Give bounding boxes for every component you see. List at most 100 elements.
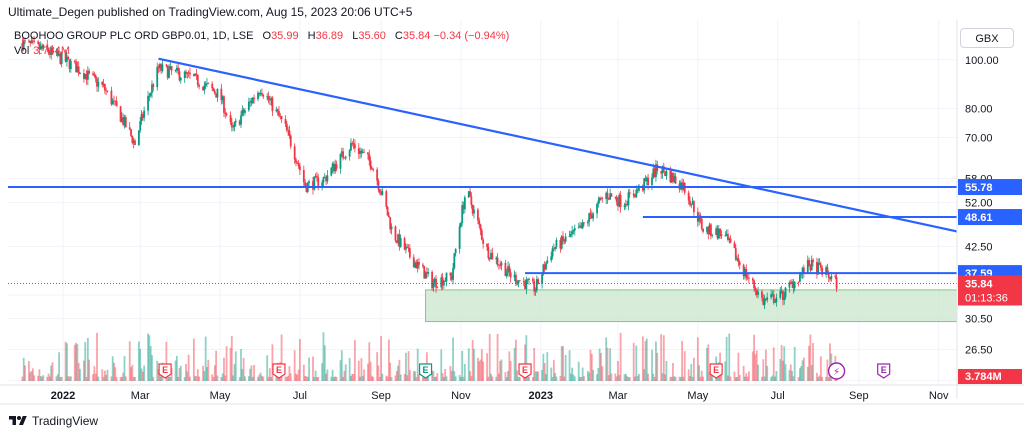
volume-bar: [801, 360, 804, 381]
candle-body: [403, 238, 406, 250]
volume-bar: [728, 333, 731, 381]
candle-body: [580, 225, 583, 229]
volume-bar: [710, 371, 712, 381]
volume-bar: [662, 335, 665, 381]
volume-bar: [651, 349, 653, 381]
candle-body: [524, 281, 526, 290]
candle-body: [414, 262, 416, 268]
candle-body: [194, 73, 197, 76]
volume-bar: [802, 357, 805, 381]
candle-body: [470, 196, 473, 206]
candle-body: [253, 97, 255, 100]
candle-body: [645, 177, 648, 182]
volume-bar: [789, 364, 792, 381]
candle-body: [441, 277, 444, 286]
volume-bar: [86, 337, 89, 381]
volume-bar: [406, 375, 409, 381]
candle-body: [77, 66, 80, 74]
price-axis[interactable]: 100.0080.0070.0058.0052.0042.5034.0030.5…: [956, 20, 1022, 399]
volume-bar: [500, 359, 503, 381]
volume-bar: [84, 342, 87, 381]
volume-bar: [322, 332, 325, 381]
volume-bar: [827, 376, 830, 381]
candle-body: [517, 280, 520, 284]
candle-body: [789, 282, 792, 284]
volume-legend[interactable]: Vol 3.784M: [14, 45, 70, 57]
volume-bar: [268, 368, 271, 381]
volume-bar: [47, 373, 50, 381]
candle-body: [220, 88, 223, 101]
volume-bar: [113, 362, 115, 381]
candle-body: [308, 181, 310, 183]
candle-body: [101, 81, 104, 85]
candle-body: [534, 290, 537, 292]
volume-bar: [50, 365, 53, 381]
volume-bar: [496, 333, 499, 381]
candle-body: [187, 72, 190, 74]
candle-body: [812, 259, 814, 262]
candle-body: [334, 164, 337, 172]
volume-bar: [187, 354, 190, 381]
candle-body: [363, 151, 365, 153]
candle-body: [571, 231, 574, 234]
volume-bar: [367, 363, 369, 381]
candle-body: [353, 144, 356, 149]
symbol-legend[interactable]: BOOHOO GROUP PLC ORD GBP0.01, 1D, LSE O3…: [14, 30, 509, 42]
volume-bar: [601, 366, 604, 381]
volume-bar: [445, 376, 448, 381]
candle-body: [458, 226, 461, 249]
volume-bar: [771, 375, 774, 381]
candle-body: [213, 91, 216, 94]
candle-body: [397, 234, 399, 243]
volume-bar: [304, 375, 307, 381]
volume-bar: [545, 374, 547, 381]
volume-bar: [189, 376, 191, 381]
candle-body: [158, 64, 161, 69]
volume-bar: [326, 369, 329, 381]
volume-bar: [195, 376, 198, 381]
candle-body: [287, 130, 290, 131]
candle-body: [507, 266, 509, 273]
volume-bar: [628, 377, 631, 381]
volume-bar: [615, 376, 618, 381]
drawn-lines: [8, 57, 958, 284]
high-label: H: [307, 30, 316, 42]
candle-body: [165, 64, 168, 66]
volume-bar: [288, 366, 291, 381]
volume-bar: [207, 359, 210, 381]
candle-body: [333, 163, 335, 172]
volume-bar: [698, 365, 701, 381]
volume-bar: [725, 336, 728, 381]
change-value: −0.34 (−0.94%): [433, 30, 510, 42]
volume-bar: [359, 376, 362, 381]
candle-body: [784, 287, 787, 298]
currency-button[interactable]: GBX: [960, 28, 1014, 48]
candle-body: [780, 290, 783, 292]
tradingview-footer[interactable]: TradingView: [8, 414, 98, 428]
volume-bar: [141, 371, 144, 381]
time-axis[interactable]: 2022 Mar May Jul Sep Nov 2023 Mar May Jul Sep Nov: [0, 384, 1024, 405]
candle-body: [111, 100, 114, 105]
candle-body: [381, 191, 384, 195]
volume-bar: [348, 357, 351, 381]
volume-bar: [308, 357, 310, 381]
candle-body: [28, 40, 30, 42]
candle-body: [120, 117, 123, 122]
candle-body: [550, 256, 553, 261]
volume-bar: [380, 336, 382, 381]
volume-bar: [552, 360, 555, 381]
volume-bar: [234, 351, 237, 381]
candle-body: [717, 228, 720, 239]
volume-bar: [452, 337, 454, 381]
volume-bar: [623, 374, 626, 381]
candle-body: [270, 97, 273, 101]
volume-bar: [42, 375, 45, 381]
volume-bar: [772, 347, 775, 381]
candle-body: [92, 73, 94, 75]
candle-body: [275, 109, 278, 112]
close-value: 35.84: [402, 30, 431, 42]
volume-bar: [780, 344, 783, 381]
candle-body: [261, 93, 263, 95]
volume-bar: [482, 361, 485, 381]
